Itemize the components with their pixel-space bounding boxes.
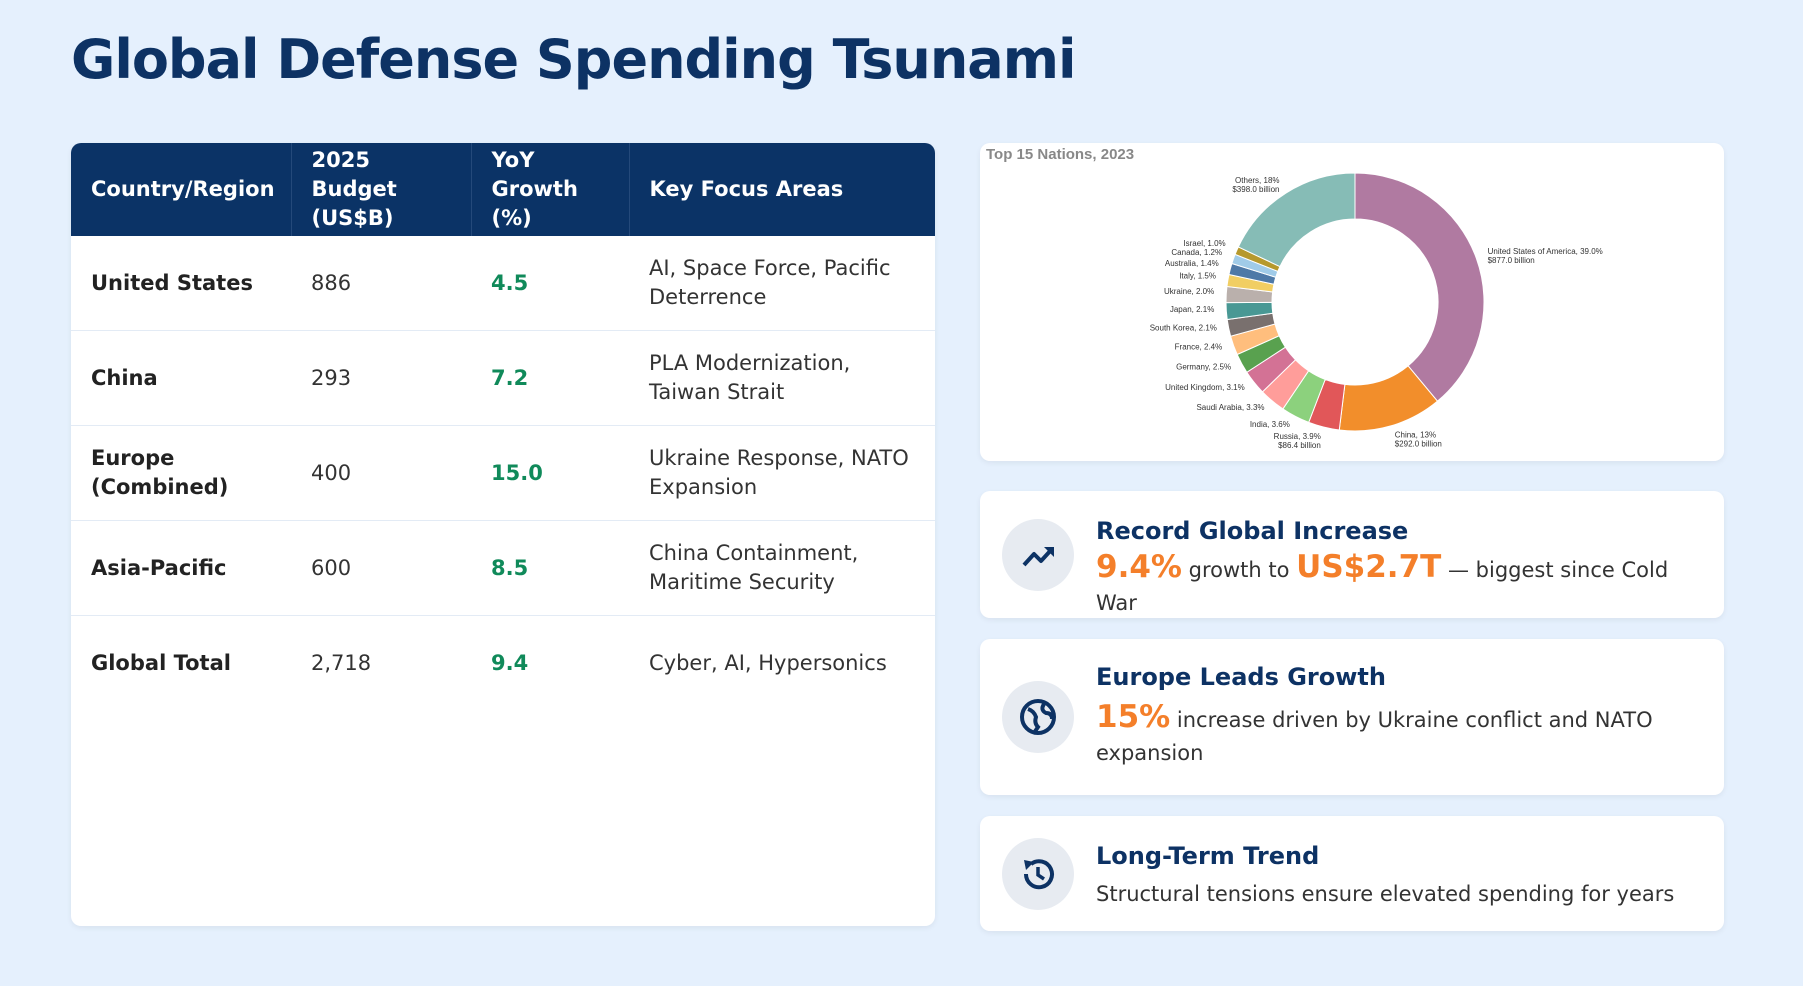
icon — [1002, 519, 1074, 591]
table-cell: 9.4 — [491, 650, 529, 675]
table-cell: 293 — [291, 330, 471, 426]
slice-label: South Korea, 2.1% — [1150, 323, 1217, 332]
amount-label: $398.0 billion — [1232, 185, 1279, 194]
table-panel: Country/Region 2025 Budget (US$B) YoY Grow… — [71, 143, 935, 926]
table-cell: Global Total — [91, 650, 231, 675]
highlight: 9.4% — [1096, 549, 1182, 585]
slice — [1354, 172, 1485, 402]
column-header: Country/Region — [71, 143, 292, 236]
table-cell: Asia-Pacific — [71, 520, 291, 616]
slice-label: China, 13% — [1395, 430, 1436, 439]
table-cell: 2,718 — [311, 650, 372, 675]
table-cell: 7.2 — [471, 330, 629, 426]
card-text: 9.4% growth to US$2.7T — biggest since C… — [1096, 551, 1694, 620]
slice-label: Canada, 1.2% — [1171, 248, 1222, 257]
donut-chart: Top 15 Nations, 2023 United States of Am… — [986, 146, 1603, 450]
column-header: 2025 Budget (US$B) — [291, 143, 472, 236]
table-cell: United States — [71, 236, 291, 331]
slice-label: Others, 18% — [1235, 176, 1279, 185]
header-row: Country/Region 2025 Budget (US$B) YoY Grow… — [71, 143, 935, 236]
icon — [1002, 838, 1074, 910]
slice-label: United Kingdom, 3.1% — [1165, 383, 1245, 392]
text: growth to — [1181, 558, 1297, 582]
slice — [1237, 172, 1356, 268]
card: Europe Leads Growth 15% increase driven … — [980, 639, 1724, 795]
card-title: Europe Leads Growth — [1096, 663, 1386, 691]
text: — biggest since Cold War — [1096, 558, 1669, 615]
icon — [1002, 681, 1074, 753]
table-row: Asia-Pacific 600 8.5 China Containment, Mar… — [71, 520, 935, 616]
trend-icon — [1022, 547, 1054, 567]
table-cell: 886 — [291, 236, 471, 331]
slice-label: Ukraine, 2.0% — [1164, 287, 1214, 296]
text: increase driven by Ukraine conflict and … — [1096, 708, 1653, 765]
slice-label: Saudi Arabia, 3.3% — [1196, 403, 1264, 412]
table-row: China 293 7.2 PLA Modernization, Taiwan Str… — [71, 330, 935, 426]
table-cell: Europe (Combined) — [71, 425, 291, 521]
globe-icon — [1020, 699, 1056, 735]
card: Record Global Increase 9.4% growth to US… — [980, 491, 1724, 618]
amount-label: $86.4 billion — [1278, 441, 1321, 450]
card-text: 15% increase driven by Ukraine conflict … — [1096, 701, 1694, 770]
history-icon — [1023, 859, 1054, 890]
highlight: US$2.7T — [1296, 549, 1442, 585]
table-row: United States 886 4.5 AI, Space Force, Paci… — [71, 236, 935, 331]
slice-label: United States of America, 39.0% — [1488, 247, 1603, 256]
card-title: Long-Term Trend — [1096, 842, 1320, 870]
table-row: Europe (Combined) 400 15.0 Ukraine Response… — [71, 425, 935, 521]
table-cell: 15.0 — [471, 425, 629, 521]
card-text: Structural tensions ensure elevated spen… — [1096, 878, 1694, 911]
table-cell: China Containment, Maritime Security — [629, 520, 935, 616]
page-title: Global Defense Spending Tsunami — [71, 28, 1076, 91]
column-header: YoY Growth (%) — [471, 143, 630, 236]
chart-panel: Top 15 Nations, 2023 United States of Am… — [980, 143, 1724, 461]
card-title: Record Global Increase — [1096, 517, 1409, 545]
slice-label: Russia, 3.9% — [1274, 432, 1321, 441]
slice-label: Australia, 1.4% — [1165, 259, 1219, 268]
table-cell: 400 — [291, 425, 471, 521]
highlight: 15% — [1096, 699, 1171, 735]
card: Long-Term Trend Structural tensions ensu… — [980, 816, 1724, 931]
budget-table: Country/Region 2025 Budget (US$B) YoY Grow… — [71, 143, 935, 710]
table-cell: China — [71, 330, 291, 426]
slice-label: Israel, 1.0% — [1183, 239, 1225, 248]
table-body: United States 886 4.5 AI, Space Force, Paci… — [71, 236, 935, 710]
table-cell: PLA Modernization, Taiwan Strait — [629, 330, 935, 426]
slice-label: Japan, 2.1% — [1170, 305, 1214, 314]
table-cell: Ukraine Response, NATO Expansion — [629, 425, 935, 521]
table-cell: 8.5 — [471, 520, 629, 616]
column-header: Key Focus Areas — [629, 143, 935, 236]
table-cell: Cyber, AI, Hypersonics — [649, 650, 887, 675]
amount-label: $292.0 billion — [1395, 439, 1442, 448]
table-cell: 4.5 — [471, 236, 629, 331]
table-row: Global Total 2,718 9.4 Cyber, AI, Hypersoni… — [71, 616, 935, 711]
table-cell: 600 — [291, 520, 471, 616]
slice-label: India, 3.6% — [1250, 420, 1290, 429]
chart-subtitle: Top 15 Nations, 2023 — [986, 146, 1134, 163]
slice-label: France, 2.4% — [1175, 343, 1223, 352]
slice-label: Germany, 2.5% — [1176, 362, 1231, 371]
table-cell: AI, Space Force, Pacific Deterrence — [629, 236, 935, 331]
slice-label: Italy, 1.5% — [1179, 271, 1216, 280]
text: Structural tensions ensure elevated spen… — [1096, 882, 1675, 906]
amount-label: $877.0 billion — [1488, 256, 1535, 265]
